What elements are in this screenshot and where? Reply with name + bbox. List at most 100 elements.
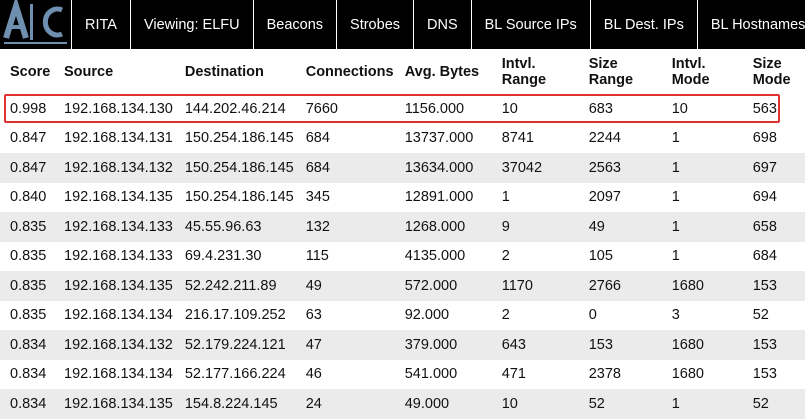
header-intvl-mode[interactable]: Intvl. Mode xyxy=(671,56,710,88)
table-row[interactable]: 0.840 192.168.134.135 150.254.186.145 345 12… xyxy=(0,182,805,212)
nav-strobes[interactable]: Strobes xyxy=(336,0,413,49)
nav-dns[interactable]: DNS xyxy=(413,0,471,49)
table-header-row: Score Source Destination Connections Avg… xyxy=(0,50,805,94)
cell-intvl-range: 10 xyxy=(491,94,579,124)
cell-score: 0.834 xyxy=(0,389,53,419)
cell-intvl-range: 1170 xyxy=(491,271,579,301)
cell-avg-bytes: 13634.000 xyxy=(394,153,492,183)
cell-intvl-mode: 1 xyxy=(661,212,743,242)
cell-connections: 684 xyxy=(294,123,395,153)
header-size-mode[interactable]: Size Mode xyxy=(752,56,791,88)
table-row[interactable]: 0.835 192.168.134.133 45.55.96.63 132 1268.0… xyxy=(0,212,805,242)
table-row[interactable]: 0.998 192.168.134.130 144.202.46.214 7660 11… xyxy=(0,94,805,124)
cell-size-mode: 153 xyxy=(742,330,805,360)
cell-intvl-mode: 1 xyxy=(661,241,743,271)
nav-viewing-dataset[interactable]: Viewing: ELFU xyxy=(129,0,253,49)
table-row[interactable]: 0.834 192.168.134.135 154.8.224.145 24 49.00… xyxy=(0,389,805,419)
cell-source: 192.168.134.135 xyxy=(53,271,174,301)
table-row[interactable]: 0.847 192.168.134.132 150.254.186.145 684 13… xyxy=(0,153,805,183)
header-destination[interactable]: Destination xyxy=(184,64,264,80)
nav-bl-hostnames[interactable]: BL Hostnames xyxy=(696,0,805,49)
cell-connections: 684 xyxy=(294,153,395,183)
nav-rita[interactable]: RITA xyxy=(71,0,130,49)
cell-connections: 345 xyxy=(294,182,395,212)
cell-connections: 132 xyxy=(294,212,395,242)
cell-intvl-mode: 3 xyxy=(661,300,743,330)
cell-intvl-range: 2 xyxy=(491,241,579,271)
header-score[interactable]: Score xyxy=(10,64,51,80)
cell-size-mode: 153 xyxy=(742,271,805,301)
cell-size-range: 49 xyxy=(578,212,662,242)
table-row[interactable]: 0.835 192.168.134.135 52.242.211.89 49 572.0… xyxy=(0,271,805,301)
cell-destination: 144.202.46.214 xyxy=(173,94,295,124)
table-row[interactable]: 0.834 192.168.134.134 52.177.166.224 46 541.… xyxy=(0,359,805,389)
cell-score: 0.998 xyxy=(0,94,53,124)
header-source[interactable]: Source xyxy=(64,64,114,80)
cell-connections: 49 xyxy=(294,271,395,301)
table-row[interactable]: 0.835 192.168.134.134 216.17.109.252 63 92.0… xyxy=(0,300,805,330)
cell-size-mode: 684 xyxy=(742,241,805,271)
cell-intvl-range: 471 xyxy=(491,359,579,389)
cell-size-mode: 563 xyxy=(742,94,805,124)
table-row[interactable]: 0.847 192.168.134.131 150.254.186.145 684 13… xyxy=(0,123,805,153)
cell-source: 192.168.134.132 xyxy=(53,330,174,360)
cell-source: 192.168.134.134 xyxy=(53,300,174,330)
nav-bl-source-ips[interactable]: BL Source IPs xyxy=(470,0,590,49)
cell-intvl-mode: 1 xyxy=(661,182,743,212)
cell-connections: 63 xyxy=(294,300,395,330)
cell-score: 0.834 xyxy=(0,359,53,389)
cell-intvl-mode: 10 xyxy=(661,94,743,124)
beacons-table: Score Source Destination Connections Avg… xyxy=(0,50,805,419)
cell-intvl-range: 643 xyxy=(491,330,579,360)
cell-size-range: 153 xyxy=(578,330,662,360)
cell-intvl-range: 1 xyxy=(491,182,579,212)
cell-intvl-mode: 1680 xyxy=(661,330,743,360)
cell-size-range: 2563 xyxy=(578,153,662,183)
nav-bl-dest-ips[interactable]: BL Dest. IPs xyxy=(589,0,697,49)
table-row[interactable]: 0.834 192.168.134.132 52.179.224.121 47 379.… xyxy=(0,330,805,360)
rita-logo[interactable] xyxy=(0,0,71,49)
cell-size-range: 2244 xyxy=(578,123,662,153)
cell-destination: 150.254.186.145 xyxy=(173,153,295,183)
nav-beacons[interactable]: Beacons xyxy=(252,0,336,49)
cell-size-range: 2378 xyxy=(578,359,662,389)
cell-destination: 154.8.224.145 xyxy=(173,389,295,419)
header-avg-bytes[interactable]: Avg. Bytes xyxy=(404,64,480,80)
header-size-range[interactable]: Size Range xyxy=(588,56,634,88)
cell-score: 0.834 xyxy=(0,330,53,360)
cell-source: 192.168.134.132 xyxy=(53,153,174,183)
cell-score: 0.840 xyxy=(0,182,53,212)
cell-size-mode: 698 xyxy=(742,123,805,153)
cell-destination: 216.17.109.252 xyxy=(173,300,295,330)
table-row[interactable]: 0.835 192.168.134.133 69.4.231.30 115 4135.0… xyxy=(0,241,805,271)
cell-source: 192.168.134.130 xyxy=(53,94,174,124)
cell-connections: 7660 xyxy=(294,94,395,124)
cell-destination: 45.55.96.63 xyxy=(173,212,295,242)
navbar: RITA Viewing: ELFU Beacons Strobes DNS B… xyxy=(0,0,805,49)
cell-intvl-range: 10 xyxy=(491,389,579,419)
cell-size-range: 52 xyxy=(578,389,662,419)
cell-intvl-mode: 1 xyxy=(661,389,743,419)
cell-intvl-mode: 1680 xyxy=(661,359,743,389)
logo-icon xyxy=(3,0,67,44)
cell-avg-bytes: 1268.000 xyxy=(394,212,492,242)
cell-connections: 24 xyxy=(294,389,395,419)
cell-score: 0.835 xyxy=(0,241,53,271)
cell-score: 0.835 xyxy=(0,271,53,301)
cell-source: 192.168.134.134 xyxy=(53,359,174,389)
header-connections[interactable]: Connections xyxy=(305,64,394,80)
cell-size-mode: 694 xyxy=(742,182,805,212)
cell-source: 192.168.134.133 xyxy=(53,212,174,242)
cell-score: 0.847 xyxy=(0,123,53,153)
cell-size-mode: 52 xyxy=(742,389,805,419)
cell-intvl-mode: 1680 xyxy=(661,271,743,301)
cell-source: 192.168.134.131 xyxy=(53,123,174,153)
header-intvl-range[interactable]: Intvl. Range xyxy=(501,56,547,88)
table-body: 0.998 192.168.134.130 144.202.46.214 7660 11… xyxy=(0,94,805,419)
cell-destination: 52.179.224.121 xyxy=(173,330,295,360)
cell-size-mode: 52 xyxy=(742,300,805,330)
cell-size-mode: 697 xyxy=(742,153,805,183)
cell-intvl-range: 2 xyxy=(491,300,579,330)
cell-size-range: 683 xyxy=(578,94,662,124)
cell-avg-bytes: 13737.000 xyxy=(394,123,492,153)
